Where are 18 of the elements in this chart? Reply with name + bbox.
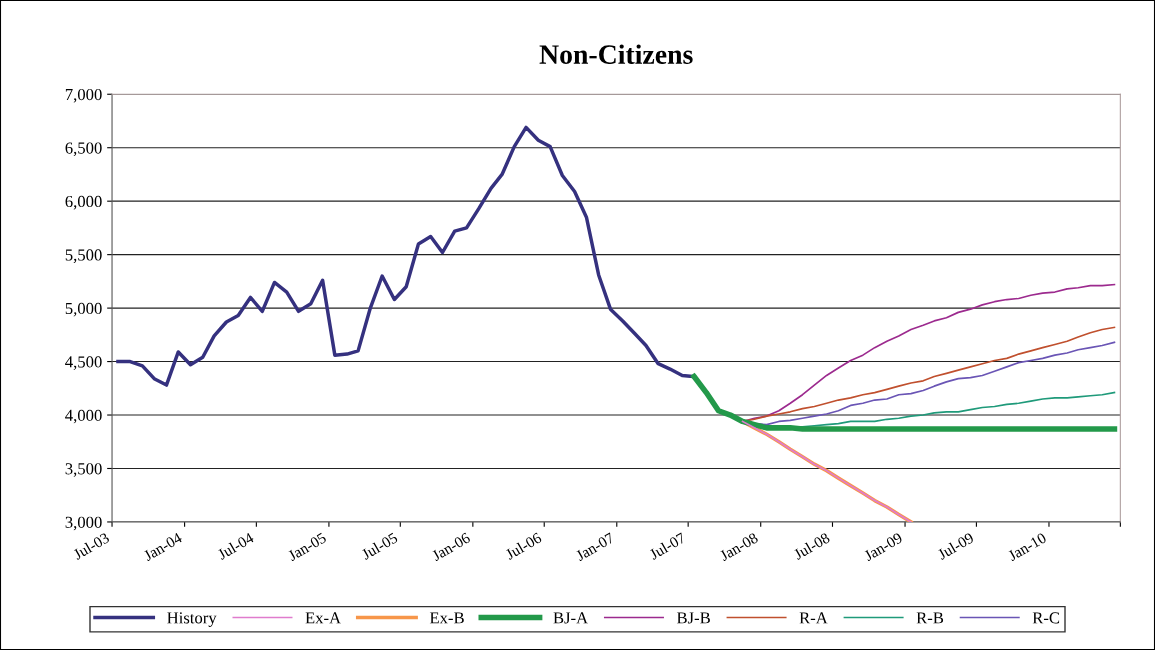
chart-title: Non-Citizens <box>539 44 693 64</box>
y-tick-label: 5,500 <box>65 249 102 263</box>
y-tick-label: 6,500 <box>65 142 102 157</box>
y-tick-label: 4,000 <box>65 409 102 424</box>
y-tick-label: 6,000 <box>65 195 102 210</box>
legend-label: BJ-A <box>553 612 589 624</box>
legend-label: Ex-B <box>429 612 464 624</box>
legend-label: History <box>167 612 217 627</box>
y-tick-label: 3,500 <box>65 463 102 477</box>
y-tick-label: 5,000 <box>65 302 102 317</box>
y-tick-label: 7,000 <box>65 88 102 103</box>
legend-label: R-C <box>1032 612 1060 624</box>
legend-label: Ex-A <box>305 612 341 624</box>
legend-label: R-B <box>916 612 944 624</box>
y-tick-label: 4,500 <box>65 356 102 370</box>
legend-label: R-A <box>799 612 828 624</box>
legend-label: BJ-B <box>676 612 710 624</box>
y-tick-label: 3,000 <box>65 516 102 531</box>
